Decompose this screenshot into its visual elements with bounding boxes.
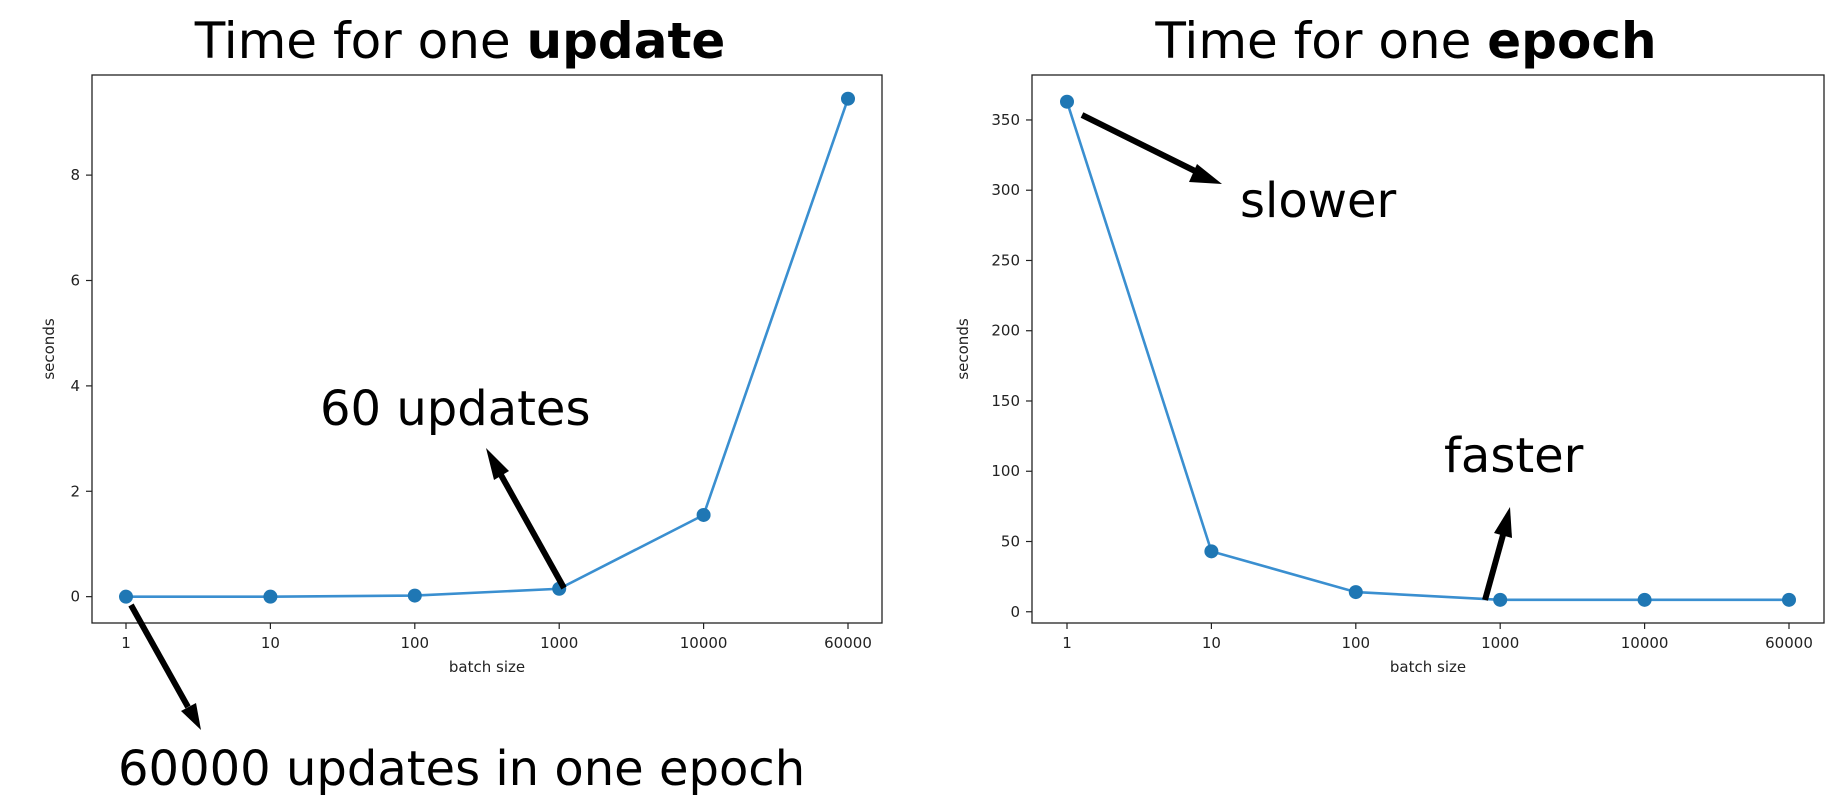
x-tick-label: 10000: [1621, 634, 1669, 652]
plot-frame: [91, 74, 883, 624]
x-tick-label: 100: [400, 634, 429, 652]
data-point: [407, 588, 422, 603]
chart-epoch-time: Time for one epoch 0 50 100 150 200 250 300 350…: [954, 12, 1825, 676]
data-point: [696, 507, 711, 522]
x-axis-label: batch size: [449, 658, 525, 676]
annotation-slower: slower: [1240, 173, 1397, 229]
arrow-head: [486, 448, 509, 480]
data-point: [1348, 585, 1363, 600]
y-axis: 0 50 100 150 200 250 300 350: [991, 111, 1032, 621]
plot-frame: [1031, 74, 1825, 624]
x-tick-label: 10: [261, 634, 280, 652]
chart-update-time: Time for one update 0 2 4 6 8 1 10 100 1000 1000…: [40, 12, 883, 797]
data-series: [1060, 94, 1796, 607]
y-axis-label: seconds: [954, 318, 972, 379]
data-point: [1060, 94, 1074, 109]
y-tick-label: 200: [991, 322, 1020, 340]
x-tick-label: 10: [1202, 634, 1221, 652]
y-tick-label: 0: [70, 588, 80, 606]
data-series: [119, 91, 855, 604]
x-tick-label: 100: [1341, 634, 1370, 652]
y-tick-label: 8: [70, 166, 80, 184]
x-tick-label: 10000: [680, 634, 728, 652]
x-tick-label: 60000: [824, 634, 872, 652]
data-point: [841, 91, 855, 106]
annotation-60000-updates: 60000 updates in one epoch: [118, 741, 805, 797]
annotation-60-updates: 60 updates: [320, 381, 590, 437]
chart-title: Time for one epoch: [1154, 12, 1656, 70]
data-point: [119, 589, 133, 604]
y-tick-label: 2: [70, 482, 80, 500]
series-line: [126, 98, 850, 598]
data-point: [1782, 592, 1796, 607]
data-point: [1204, 544, 1219, 559]
y-tick-label: 350: [991, 111, 1020, 129]
x-axis-label: batch size: [1390, 658, 1466, 676]
y-tick-label: 4: [70, 377, 80, 395]
annotation-arrow: [128, 603, 191, 709]
data-point: [1493, 592, 1508, 607]
annotation-arrow: [1482, 534, 1506, 601]
x-axis: 1 10 100 1000 10000 60000: [1062, 623, 1813, 652]
x-tick-label: 1: [1062, 634, 1072, 652]
x-tick-label: 1: [121, 634, 131, 652]
x-axis: 1 10 100 1000 10000 60000: [121, 623, 872, 652]
series-line: [1065, 101, 1789, 602]
y-tick-label: 150: [991, 392, 1020, 410]
data-point: [1637, 592, 1652, 607]
y-tick-label: 300: [991, 181, 1020, 199]
annotation-arrow: [498, 473, 567, 590]
y-tick-label: 250: [991, 251, 1020, 269]
arrow-head: [1494, 507, 1512, 538]
x-tick-label: 1000: [540, 634, 578, 652]
y-axis: 0 2 4 6 8: [70, 166, 92, 606]
arrow-head: [1189, 164, 1222, 184]
y-tick-label: 0: [1010, 603, 1020, 621]
x-tick-label: 1000: [1481, 634, 1519, 652]
y-axis-label: seconds: [40, 318, 58, 379]
x-tick-label: 60000: [1765, 634, 1813, 652]
data-point: [263, 589, 278, 604]
arrow-head: [181, 703, 201, 730]
annotation-arrow: [1080, 112, 1197, 174]
y-tick-label: 6: [70, 272, 80, 290]
annotation-faster: faster: [1444, 428, 1584, 484]
chart-title: Time for one update: [194, 12, 726, 70]
y-tick-label: 100: [991, 462, 1020, 480]
y-tick-label: 50: [1001, 533, 1020, 551]
